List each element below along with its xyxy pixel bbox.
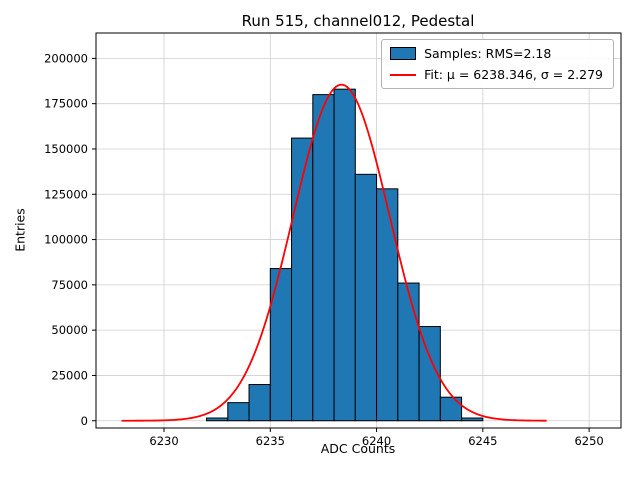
histogram-bar (206, 417, 229, 422)
y-tick-label: 0 (81, 414, 88, 428)
y-tick-label: 175000 (44, 97, 88, 111)
y-tick-label: 50000 (51, 323, 88, 337)
histogram-bar (333, 88, 356, 422)
fit-curve (121, 83, 547, 422)
x-tick-label: 6245 (468, 434, 497, 448)
chart-title: Run 515, channel012, Pedestal (241, 12, 475, 30)
histogram-bar (227, 402, 250, 422)
histogram-bar (312, 94, 335, 422)
x-tick-label: 6230 (149, 434, 178, 448)
y-tick-label: 75000 (51, 278, 88, 292)
histogram-bar (397, 282, 420, 422)
legend-entry-fit: Fit: μ = 6238.346, σ = 2.279 (390, 67, 603, 82)
x-axis-label: ADC Counts (320, 441, 396, 456)
histogram-bar (354, 173, 378, 422)
histogram-bar (418, 326, 441, 422)
histogram-bar (376, 188, 399, 422)
histogram-bars (206, 88, 484, 422)
samples-swatch (390, 47, 417, 60)
legend-samples-label: Samples: RMS=2.18 (424, 46, 552, 61)
legend-fit-label: Fit: μ = 6238.346, σ = 2.279 (424, 67, 603, 82)
histogram-bar (269, 268, 293, 422)
y-tick-label: 200000 (44, 51, 88, 65)
x-axis-ticks: 6230 6235 6240 6245 6250 (149, 428, 604, 448)
x-tick-label: 6250 (574, 434, 603, 448)
fit-line-swatch (390, 73, 417, 76)
x-tick-label: 6240 (362, 434, 391, 448)
y-tick-label: 125000 (44, 187, 88, 201)
y-axis-ticks: 0 25000 50000 75000 100000 125000 150000 175000… (44, 51, 96, 428)
y-axis-label: Entries (12, 208, 28, 252)
legend-entry-samples: Samples: RMS=2.18 (390, 46, 603, 61)
legend: Samples: RMS=2.18 Fit: μ = 6238.346, σ =… (381, 39, 614, 89)
histogram-bar (248, 384, 271, 422)
histogram-bar (439, 396, 463, 422)
histogram-bar (461, 417, 484, 422)
y-tick-label: 100000 (44, 233, 88, 247)
x-tick-label: 6235 (256, 434, 285, 448)
plot-frame (95, 32, 622, 429)
y-tick-label: 150000 (44, 142, 88, 156)
y-tick-label: 25000 (51, 368, 88, 382)
